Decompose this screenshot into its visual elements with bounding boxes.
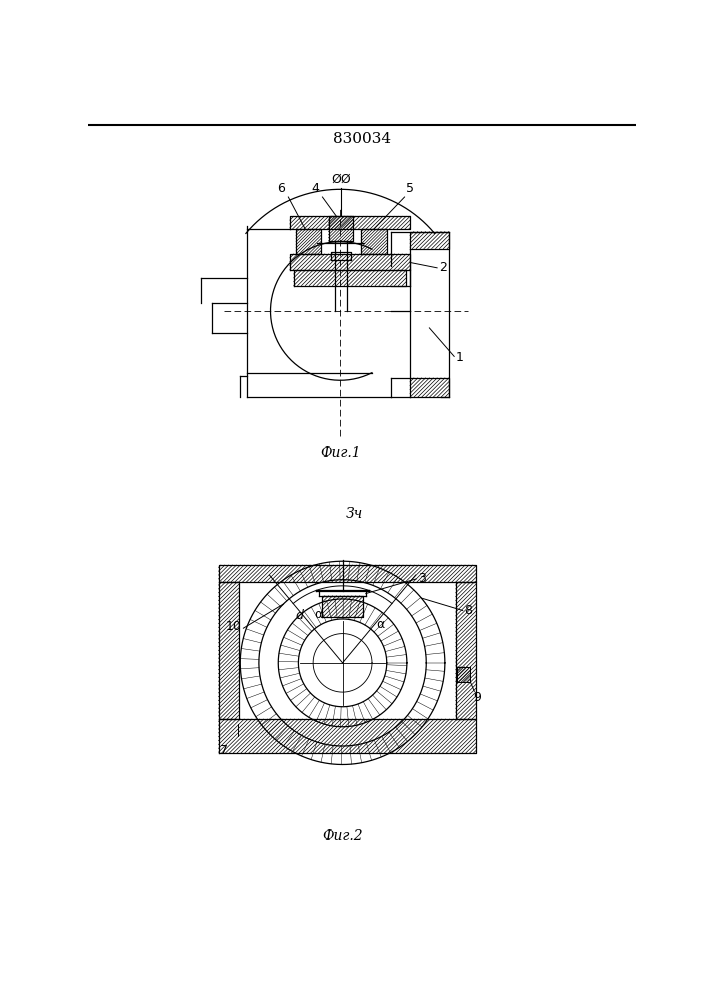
Text: Зч: Зч xyxy=(346,507,363,521)
Text: 3: 3 xyxy=(418,572,426,585)
Text: 2: 2 xyxy=(438,261,447,274)
Text: 8: 8 xyxy=(464,604,472,617)
Text: 6: 6 xyxy=(277,182,285,195)
Text: 830034: 830034 xyxy=(333,132,391,146)
Text: 9: 9 xyxy=(473,691,481,704)
Text: 1: 1 xyxy=(456,351,464,364)
Text: Фиг.1: Фиг.1 xyxy=(320,446,361,460)
Text: d: d xyxy=(296,609,304,622)
Text: 10: 10 xyxy=(225,620,241,633)
Text: 7: 7 xyxy=(220,744,228,757)
Text: 5: 5 xyxy=(406,182,414,195)
Text: ØØ: ØØ xyxy=(331,172,351,185)
Text: α: α xyxy=(314,608,322,621)
Text: Фиг.2: Фиг.2 xyxy=(322,829,363,843)
Text: α: α xyxy=(377,618,385,631)
Text: 4: 4 xyxy=(312,182,320,195)
